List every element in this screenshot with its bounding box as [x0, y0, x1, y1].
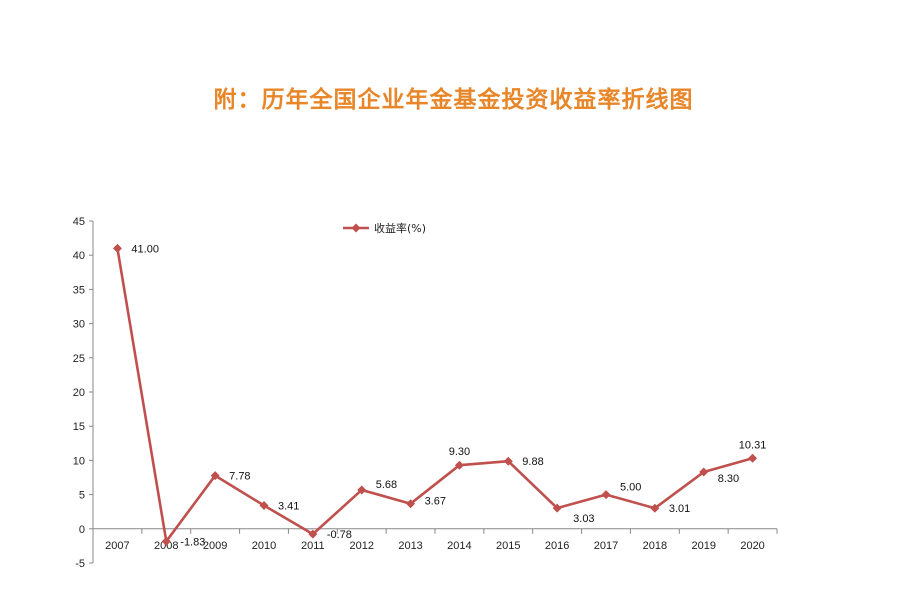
y-axis-ticks: -5 0 5 10 15 20 25 30 35 40 45: [73, 216, 93, 570]
x-tick-label: 2016: [545, 540, 569, 552]
x-tick-label: 2012: [349, 540, 373, 552]
data-label: 3.03: [573, 513, 594, 525]
legend-label: 收益率(%): [374, 221, 426, 235]
data-point: [748, 453, 758, 463]
data-label: 7.78: [229, 471, 250, 483]
y-tick-label: 15: [73, 421, 85, 433]
x-tick-label: 2013: [398, 540, 422, 552]
y-tick-label: 0: [79, 524, 85, 536]
x-tick-label: 2009: [203, 540, 227, 552]
data-point: [503, 456, 513, 466]
data-label: 3.01: [669, 503, 690, 515]
data-point: [552, 503, 562, 513]
x-tick-label: 2017: [594, 540, 618, 552]
legend-marker: [351, 223, 361, 233]
data-label: 5.68: [376, 479, 397, 491]
data-label: 9.30: [449, 446, 470, 458]
y-tick-label: 20: [73, 387, 85, 399]
data-labels: 41.00 -1.83 7.78 3.41 -0.78 5.68 3.67 9.30 9.88 3…: [131, 243, 766, 548]
series-layer: [112, 243, 758, 546]
data-label: 8.30: [718, 473, 739, 485]
data-label: 3.67: [425, 496, 446, 508]
y-tick-label: 35: [73, 284, 85, 296]
x-tick-label: 2014: [447, 540, 471, 552]
data-point: [650, 503, 660, 513]
y-tick-label: 45: [73, 216, 85, 228]
data-point: [699, 467, 709, 477]
data-label: 41.00: [131, 243, 159, 255]
y-tick-label: 30: [73, 319, 85, 331]
x-axis-ticks: 2007200820092010201120122013201420152016…: [92, 528, 778, 552]
data-label: -1.83: [180, 536, 205, 548]
x-tick-label: 2011: [301, 540, 325, 552]
data-point: [308, 529, 318, 539]
data-point: [161, 536, 171, 546]
data-label: -0.78: [327, 529, 352, 541]
data-label: 10.31: [739, 439, 767, 451]
y-tick-label: 5: [79, 490, 85, 502]
x-tick-label: 2018: [643, 540, 667, 552]
series-line: [116, 248, 753, 543]
x-tick-label: 2019: [691, 540, 715, 552]
x-tick-label: 2007: [105, 540, 129, 552]
x-tick-label: 2010: [252, 540, 276, 552]
data-point: [601, 490, 611, 500]
y-tick-label: 10: [73, 455, 85, 467]
data-label: 5.00: [620, 482, 641, 494]
data-point: [357, 485, 367, 495]
data-label: 9.88: [522, 456, 543, 468]
y-tick-label: -5: [75, 558, 85, 570]
y-tick-label: 40: [73, 250, 85, 262]
x-tick-label: 2020: [740, 540, 764, 552]
x-tick-label: 2015: [496, 540, 520, 552]
data-point: [112, 243, 122, 253]
data-point: [454, 460, 464, 470]
data-point: [210, 471, 220, 481]
data-label: 3.41: [278, 500, 299, 512]
chart-title: 附：历年全国企业年金基金投资收益率折线图: [213, 87, 694, 113]
legend: 收益率(%): [343, 221, 426, 235]
y-tick-label: 25: [73, 353, 85, 365]
data-point: [406, 499, 416, 509]
data-point: [259, 500, 269, 510]
